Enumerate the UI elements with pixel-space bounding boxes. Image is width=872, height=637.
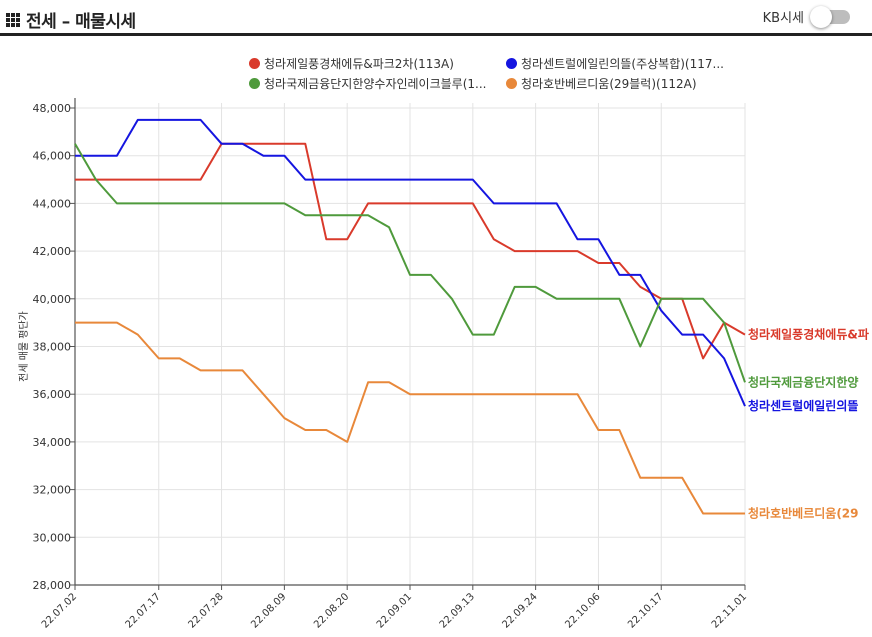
legend-item-2[interactable]: 청라센트럴에일린의뜰(주상복합)(117... xyxy=(506,55,724,72)
y-tick-label: 36,000 xyxy=(33,388,72,401)
y-tick-label: 40,000 xyxy=(33,293,72,306)
series-line-1[interactable] xyxy=(75,142,746,360)
x-tick-label: 22.10.06 xyxy=(563,591,602,630)
x-tick-label: 22.09.13 xyxy=(438,591,477,630)
x-tick-label: 22.07.28 xyxy=(186,591,225,630)
series-end-label-2: 청라센트럴에일린의뜰 xyxy=(748,398,858,413)
x-tick-label: 22.08.09 xyxy=(249,591,288,630)
grid-icon xyxy=(6,12,22,27)
x-tick-label: 22.11.01 xyxy=(710,591,749,630)
y-tick-label: 42,000 xyxy=(33,245,72,258)
y-tick-label: 32,000 xyxy=(33,484,72,497)
x-tick-label: 22.07.02 xyxy=(40,591,79,630)
legend-item-4[interactable]: 청라호반베르디움(29블럭)(112A) xyxy=(506,75,697,92)
series-end-label-3: 청라국제금융단지한양 xyxy=(748,374,858,389)
series-end-label-4: 청라호반베르디움(29 xyxy=(748,505,859,520)
x-tick-label: 22.07.17 xyxy=(124,591,163,630)
legend-label: 청라제일풍경채에듀&파크2차(113A) xyxy=(264,57,454,71)
chart-legend: 청라제일풍경채에듀&파크2차(113A) 청라센트럴에일린의뜰(주상복합)(11… xyxy=(0,0,872,100)
legend-dot-icon xyxy=(506,78,517,89)
y-tick-label: 46,000 xyxy=(33,150,72,163)
series-line-2[interactable] xyxy=(75,118,746,407)
top-bar: 전세 – 매물시세 KB시세 xyxy=(0,0,872,36)
legend-item-3[interactable]: 청라국제금융단지한양수자인레이크블루(1... xyxy=(249,75,486,92)
legend-dot-icon xyxy=(249,58,260,69)
kb-toggle-knob xyxy=(810,6,832,28)
kb-toggle-label: KB시세 xyxy=(762,10,804,26)
x-tick-label: 22.08.20 xyxy=(312,591,351,630)
legend-label: 청라국제금융단지한양수자인레이크블루(1... xyxy=(264,77,487,91)
series-line-4[interactable] xyxy=(75,321,745,515)
y-tick-label: 28,000 xyxy=(33,579,72,592)
kb-toggle-switch[interactable] xyxy=(810,6,854,28)
y-tick-label: 48,000 xyxy=(33,102,72,115)
legend-label: 청라호반베르디움(29블럭)(112A) xyxy=(521,77,697,91)
y-tick-label: 30,000 xyxy=(33,531,72,544)
page-title-wrap: 전세 – 매물시세 xyxy=(6,7,136,32)
x-tick-label: 22.09.01 xyxy=(375,591,414,630)
y-tick-label: 38,000 xyxy=(33,341,72,354)
page-title: 전세 – 매물시세 xyxy=(26,12,136,32)
y-axis-title: 전세 매물 평단가 xyxy=(18,311,30,382)
series-end-label-1: 청라제일풍경채에듀&파 xyxy=(748,327,869,342)
x-tick-label: 22.09.24 xyxy=(500,591,539,630)
x-tick-label: 22.10.17 xyxy=(626,591,665,630)
series-line-3[interactable] xyxy=(74,143,746,383)
legend-item-1[interactable]: 청라제일풍경채에듀&파크2차(113A) xyxy=(249,55,454,72)
legend-label: 청라센트럴에일린의뜰(주상복합)(117... xyxy=(521,57,724,71)
legend-dot-icon xyxy=(506,58,517,69)
kb-toggle-wrap: KB시세 xyxy=(762,6,854,28)
y-tick-label: 34,000 xyxy=(33,436,72,449)
legend-dot-icon xyxy=(249,78,260,89)
y-tick-label: 44,000 xyxy=(33,197,72,210)
